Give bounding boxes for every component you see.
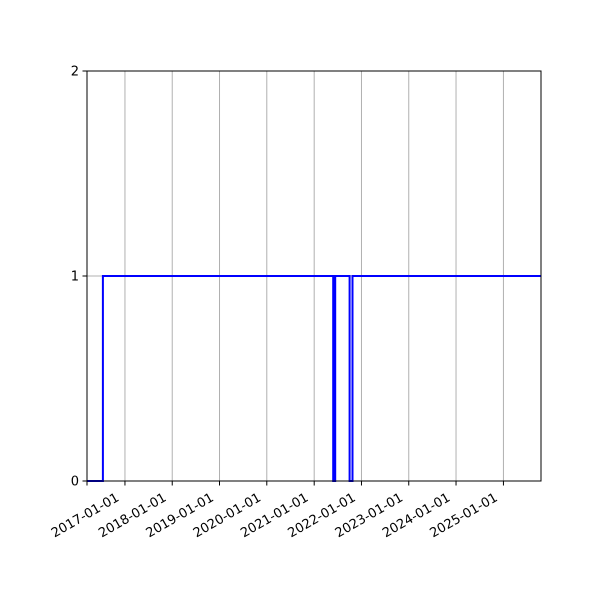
y-tick-label: 2 xyxy=(71,65,79,80)
axis-ticks xyxy=(82,70,504,486)
series-binary-status xyxy=(87,275,541,482)
data-line-series xyxy=(87,275,541,482)
y-tick-label: 1 xyxy=(71,270,79,285)
y-tick-label: 0 xyxy=(71,475,79,490)
x-axis-tick-labels: 2017-01-012018-01-012019-01-012020-01-01… xyxy=(49,490,500,541)
y-axis-tick-labels: 0 1 2 xyxy=(71,65,79,490)
